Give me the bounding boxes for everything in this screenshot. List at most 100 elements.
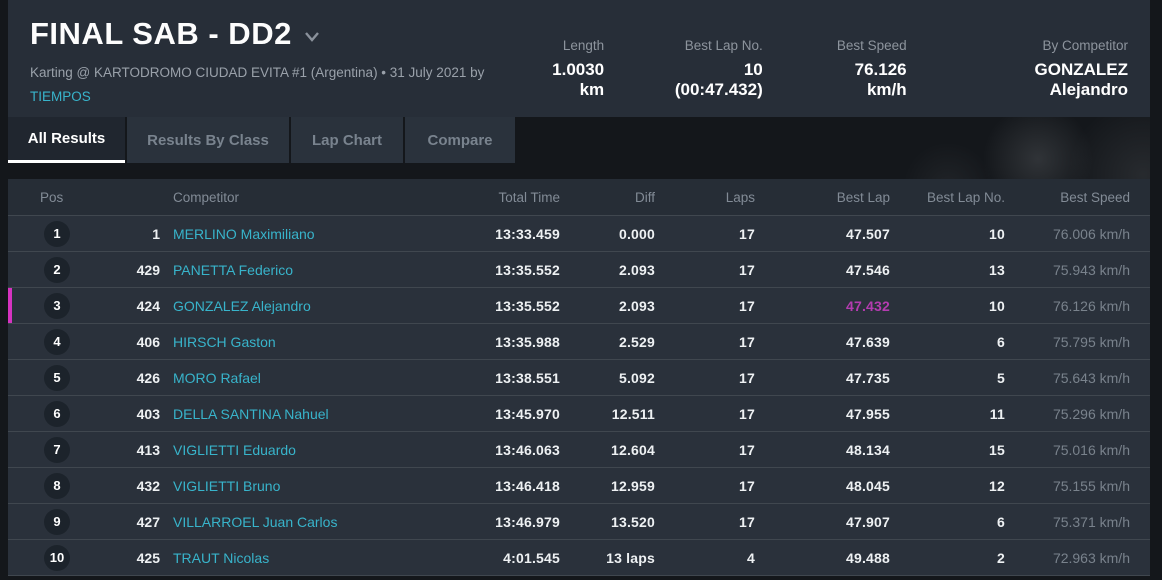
- table-row[interactable]: 10 425 TRAUT Nicolas 4:01.545 13 laps 4 …: [8, 539, 1150, 575]
- total-time-cell: 13:46.418: [495, 477, 560, 494]
- best-lap-cell: 47.639: [845, 333, 890, 350]
- page-title: FINAL SAB - DD2: [30, 16, 292, 51]
- background-banner: [8, 163, 1150, 179]
- table-row[interactable]: 5 426 MORO Rafael 13:38.551 5.092 17 47.…: [8, 359, 1150, 395]
- position-badge: 3: [44, 292, 70, 319]
- tab-all-results[interactable]: All Results: [8, 117, 125, 163]
- chevron-down-icon[interactable]: [304, 31, 320, 43]
- stat-length: Length 1.0030 km: [525, 38, 604, 117]
- competitor-link[interactable]: VIGLIETTI Eduardo: [173, 441, 296, 458]
- laps-cell: 17: [739, 261, 755, 278]
- best-lap-cell: 49.488: [845, 549, 890, 566]
- total-time-cell: 4:01.545: [503, 549, 560, 566]
- competitor-link[interactable]: MORO Rafael: [173, 369, 261, 386]
- position-badge: 2: [44, 256, 70, 283]
- session-subtitle: Karting @ KARTODROMO CIUDAD EVITA #1 (Ar…: [30, 61, 525, 109]
- best-speed-cell: 75.643 km/h: [1052, 369, 1130, 386]
- position-badge: 9: [44, 508, 70, 535]
- kart-number-cell: 424: [136, 297, 160, 314]
- results-table: Pos Competitor Total Time Diff Laps Best…: [8, 179, 1150, 576]
- best-lap-no-cell: 12: [989, 477, 1005, 494]
- table-header-row: Pos Competitor Total Time Diff Laps Best…: [8, 179, 1150, 215]
- table-row[interactable]: 7 413 VIGLIETTI Eduardo 13:46.063 12.604…: [8, 431, 1150, 467]
- total-time-cell: 13:38.551: [495, 369, 560, 386]
- best-lap-no-cell: 2: [997, 549, 1005, 566]
- kart-number-cell: 425: [136, 549, 160, 566]
- best-speed-cell: 75.371 km/h: [1052, 513, 1130, 530]
- laps-cell: 17: [739, 441, 755, 458]
- tiempos-link[interactable]: TIEMPOS: [30, 89, 91, 104]
- best-speed-cell: 76.126 km/h: [1052, 297, 1130, 314]
- stat-value: 1.0030 km: [552, 60, 605, 99]
- best-lap-no-cell: 10: [989, 297, 1005, 314]
- table-row[interactable]: 8 432 VIGLIETTI Bruno 13:46.418 12.959 1…: [8, 467, 1150, 503]
- competitor-link[interactable]: MERLINO Maximiliano: [173, 225, 315, 242]
- best-lap-cell: 47.507: [845, 225, 890, 242]
- laps-cell: 17: [739, 513, 755, 530]
- position-badge: 5: [44, 364, 70, 391]
- best-speed-cell: 75.943 km/h: [1052, 261, 1130, 278]
- tab-bar: All Results Results By Class Lap Chart C…: [8, 117, 1150, 163]
- best-lap-cell: 47.432: [845, 297, 890, 314]
- stat-value: GONZALEZ Alejandro: [1034, 60, 1129, 99]
- competitor-link[interactable]: PANETTA Federico: [173, 261, 294, 278]
- laps-cell: 17: [739, 369, 755, 386]
- kart-number-cell: 413: [136, 441, 160, 458]
- best-lap-cell: 47.955: [845, 405, 890, 422]
- tab-compare[interactable]: Compare: [405, 117, 515, 163]
- tab-band: All Results Results By Class Lap Chart C…: [8, 117, 1150, 179]
- stat-best-lap-no: Best Lap No. 10 (00:47.432): [654, 38, 763, 117]
- table-row[interactable]: 3 424 GONZALEZ Alejandro 13:35.552 2.093…: [8, 287, 1150, 323]
- total-time-cell: 13:33.459: [495, 225, 560, 242]
- table-row[interactable]: 4 406 HIRSCH Gaston 13:35.988 2.529 17 4…: [8, 323, 1150, 359]
- best-speed-cell: 75.016 km/h: [1052, 441, 1130, 458]
- tab-results-by-class[interactable]: Results By Class: [127, 117, 289, 163]
- col-header-laps: Laps: [725, 189, 755, 205]
- tab-lap-chart[interactable]: Lap Chart: [291, 117, 403, 163]
- best-lap-cell: 47.735: [845, 369, 890, 386]
- table-body: 1 1 MERLINO Maximiliano 13:33.459 0.000 …: [8, 215, 1150, 576]
- session-subtitle-text: Karting @ KARTODROMO CIUDAD EVITA #1 (Ar…: [30, 65, 485, 80]
- table-row[interactable]: 6 403 DELLA SANTINA Nahuel 13:45.970 12.…: [8, 395, 1150, 431]
- col-header-pos: Pos: [40, 189, 64, 205]
- total-time-cell: 13:46.979: [495, 513, 560, 530]
- kart-number-cell: 1: [152, 225, 160, 242]
- diff-cell: 0.000: [618, 225, 655, 242]
- competitor-link[interactable]: HIRSCH Gaston: [173, 333, 276, 350]
- best-lap-cell: 48.134: [845, 441, 890, 458]
- competitor-link[interactable]: VILLARROEL Juan Carlos: [173, 513, 338, 530]
- kart-number-cell: 426: [136, 369, 160, 386]
- best-speed-cell: 76.006 km/h: [1052, 225, 1130, 242]
- kart-number-cell: 429: [136, 261, 160, 278]
- col-header-total-time: Total Time: [498, 189, 560, 205]
- best-lap-no-cell: 6: [997, 333, 1005, 350]
- diff-cell: 2.093: [618, 261, 655, 278]
- table-row[interactable]: 2 429 PANETTA Federico 13:35.552 2.093 1…: [8, 251, 1150, 287]
- stat-label: Best Speed: [836, 38, 907, 53]
- total-time-cell: 13:35.552: [495, 297, 560, 314]
- table-row[interactable]: 1 1 MERLINO Maximiliano 13:33.459 0.000 …: [8, 215, 1150, 251]
- position-badge: 7: [44, 436, 70, 463]
- col-header-best-lap-no: Best Lap No.: [926, 189, 1005, 205]
- laps-cell: 17: [739, 333, 755, 350]
- best-speed-cell: 72.963 km/h: [1052, 549, 1130, 566]
- col-header-competitor: Competitor: [173, 189, 240, 205]
- diff-cell: 12.604: [610, 441, 655, 458]
- competitor-link[interactable]: DELLA SANTINA Nahuel: [173, 405, 329, 422]
- stat-best-speed: Best Speed 76.126 km/h: [813, 38, 907, 117]
- best-lap-no-cell: 10: [989, 225, 1005, 242]
- kart-number-cell: 403: [136, 405, 160, 422]
- diff-cell: 13.520: [610, 513, 655, 530]
- competitor-link[interactable]: TRAUT Nicolas: [173, 549, 270, 566]
- best-lap-cell: 47.907: [845, 513, 890, 530]
- best-lap-no-cell: 13: [989, 261, 1005, 278]
- stat-label: Length: [562, 38, 605, 53]
- competitor-link[interactable]: GONZALEZ Alejandro: [173, 297, 311, 314]
- competitor-link[interactable]: VIGLIETTI Bruno: [173, 477, 281, 494]
- laps-cell: 17: [739, 477, 755, 494]
- kart-number-cell: 432: [136, 477, 160, 494]
- best-speed-cell: 75.155 km/h: [1052, 477, 1130, 494]
- stat-by-competitor: By Competitor GONZALEZ Alejandro: [957, 38, 1129, 117]
- table-row[interactable]: 9 427 VILLARROEL Juan Carlos 13:46.979 1…: [8, 503, 1150, 539]
